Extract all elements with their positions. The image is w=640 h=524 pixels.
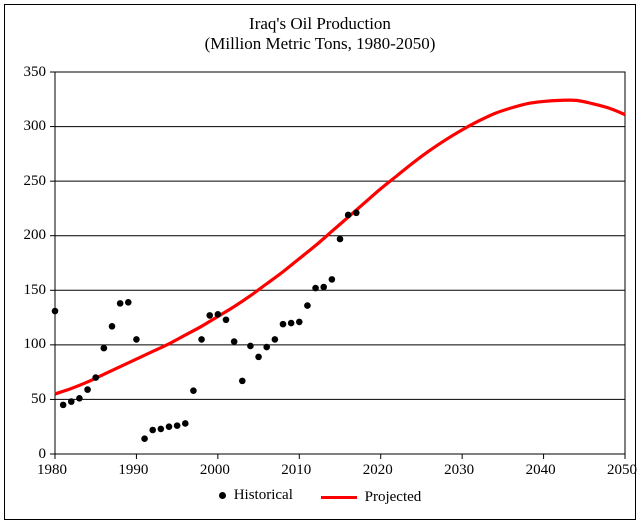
historical-point: [247, 343, 254, 350]
legend-marker-line-icon: [321, 496, 357, 499]
legend-item-historical: Historical: [219, 487, 293, 504]
historical-point: [109, 323, 116, 330]
x-tick-label: 2050: [607, 462, 637, 479]
historical-point: [101, 345, 108, 352]
x-tick-label: 2030: [444, 462, 474, 479]
historical-point: [52, 308, 59, 315]
projected-line: [55, 100, 625, 394]
historical-point: [149, 427, 156, 434]
historical-point: [288, 320, 295, 327]
y-tick-label: 250: [24, 173, 47, 190]
historical-point: [296, 319, 303, 326]
x-tick-label: 1980: [37, 462, 67, 479]
y-tick-label: 100: [24, 336, 47, 353]
historical-point: [345, 212, 352, 219]
historical-point: [337, 236, 344, 243]
x-tick-label: 2000: [200, 462, 230, 479]
historical-point: [304, 302, 311, 309]
historical-point: [263, 344, 270, 351]
historical-point: [329, 276, 336, 283]
historical-point: [320, 284, 327, 291]
historical-point: [182, 420, 189, 427]
x-tick-label: 2040: [526, 462, 556, 479]
historical-point: [125, 299, 132, 306]
historical-point: [133, 336, 140, 343]
historical-point: [158, 426, 165, 433]
historical-point: [141, 435, 148, 442]
historical-point: [280, 321, 287, 328]
historical-point: [231, 338, 238, 345]
historical-point: [166, 423, 173, 430]
historical-point: [255, 354, 262, 361]
historical-point: [239, 378, 246, 385]
legend-marker-dot-icon: [219, 492, 226, 499]
x-tick-label: 2010: [281, 462, 311, 479]
historical-point: [68, 398, 75, 405]
legend-label-historical: Historical: [234, 487, 293, 504]
y-tick-label: 300: [24, 118, 47, 135]
legend-label-projected: Projected: [365, 489, 422, 506]
historical-point: [174, 422, 181, 429]
y-tick-label: 200: [24, 227, 47, 244]
x-tick-label: 1990: [118, 462, 148, 479]
y-tick-label: 50: [31, 391, 46, 408]
historical-point: [190, 387, 197, 394]
historical-point: [353, 209, 360, 216]
historical-point: [206, 312, 213, 319]
historical-point: [215, 311, 222, 318]
legend: Historical Projected: [0, 487, 640, 506]
historical-point: [92, 374, 99, 381]
y-tick-label: 350: [24, 64, 47, 81]
historical-point: [60, 402, 67, 409]
y-tick-label: 0: [39, 446, 47, 463]
historical-point: [84, 386, 91, 393]
historical-point: [272, 336, 279, 343]
historical-point: [198, 336, 205, 343]
legend-item-projected: Projected: [321, 489, 422, 506]
y-tick-label: 150: [24, 282, 47, 299]
historical-point: [223, 316, 230, 323]
chart-container: Iraq's Oil Production (Million Metric To…: [0, 0, 640, 524]
x-tick-label: 2020: [363, 462, 393, 479]
historical-point: [76, 395, 83, 402]
historical-point: [312, 285, 319, 292]
historical-point: [117, 300, 124, 307]
plot-area: [0, 0, 640, 524]
